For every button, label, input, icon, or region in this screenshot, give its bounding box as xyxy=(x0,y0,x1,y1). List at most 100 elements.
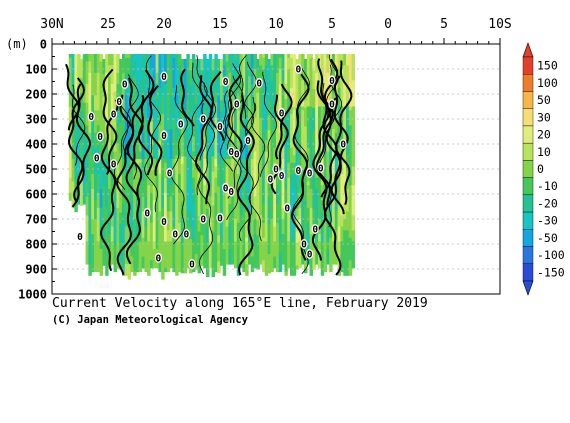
field-cell xyxy=(110,72,115,78)
field-cell xyxy=(99,159,103,164)
field-cell xyxy=(264,264,269,269)
field-cell xyxy=(287,129,291,134)
field-cell xyxy=(248,110,252,115)
field-cell xyxy=(110,102,115,108)
field-cell xyxy=(242,192,246,198)
field-cell xyxy=(68,159,73,164)
field-cell xyxy=(298,245,302,250)
field-cell xyxy=(295,246,299,251)
field-cell xyxy=(94,260,98,265)
field-cell xyxy=(178,155,182,160)
field-cell xyxy=(130,192,134,198)
field-cell xyxy=(161,110,165,115)
field-cell xyxy=(304,66,308,71)
field-cell xyxy=(225,226,229,231)
field-cell xyxy=(122,267,126,273)
field-cell xyxy=(74,166,78,171)
field-cell xyxy=(147,260,151,265)
field-cell xyxy=(228,76,232,81)
field-cell xyxy=(222,267,227,273)
field-cell xyxy=(180,164,185,169)
field-cell xyxy=(122,234,126,239)
field-cell xyxy=(203,245,207,250)
field-cell xyxy=(234,200,238,205)
field-cell xyxy=(85,155,89,160)
field-cell xyxy=(312,194,316,199)
field-cell xyxy=(203,54,207,59)
field-cell xyxy=(203,136,207,141)
field-cell xyxy=(113,121,117,126)
field-cell xyxy=(315,65,319,70)
field-cell xyxy=(264,267,269,273)
field-cell xyxy=(113,61,117,66)
field-cell xyxy=(225,95,229,100)
field-cell xyxy=(192,110,196,115)
field-cell xyxy=(152,237,157,243)
field-cell xyxy=(116,215,120,220)
field-cell xyxy=(262,185,266,190)
field-cell xyxy=(256,239,260,244)
field-cell xyxy=(312,205,316,210)
field-cell xyxy=(192,177,196,183)
field-cell xyxy=(88,249,92,254)
field-cell xyxy=(99,200,103,205)
field-cell xyxy=(189,239,193,244)
field-cell xyxy=(306,222,311,228)
field-cell xyxy=(276,256,280,261)
field-cell xyxy=(192,174,196,179)
field-cell xyxy=(306,155,311,160)
field-cell xyxy=(248,260,252,265)
field-cell xyxy=(231,80,235,85)
field-cell xyxy=(284,177,288,183)
field-cell xyxy=(105,114,109,119)
field-cell xyxy=(155,114,159,119)
field-cell xyxy=(228,222,232,228)
field-cell xyxy=(192,162,196,168)
field-cell xyxy=(242,140,246,145)
field-cell xyxy=(105,249,109,254)
field-cell xyxy=(141,147,145,153)
field-cell xyxy=(228,260,232,265)
field-cell xyxy=(102,74,106,79)
field-cell xyxy=(99,147,103,153)
field-cell xyxy=(231,95,235,100)
field-cell xyxy=(214,166,218,171)
field-cell xyxy=(158,215,162,220)
field-cell xyxy=(85,61,89,66)
field-cell xyxy=(281,256,285,261)
field-cell xyxy=(217,209,221,214)
field-cell xyxy=(71,151,75,156)
field-cell xyxy=(144,114,148,119)
field-cell xyxy=(150,151,154,156)
field-cell xyxy=(152,226,157,231)
field-cell xyxy=(71,174,75,179)
field-cell xyxy=(88,264,92,269)
field-cell xyxy=(175,106,179,111)
field-cell xyxy=(295,134,299,139)
field-cell xyxy=(141,110,145,115)
field-cell xyxy=(183,171,187,176)
field-cell xyxy=(82,192,87,198)
field-cell xyxy=(259,114,263,119)
field-cell xyxy=(306,136,311,141)
field-cell xyxy=(158,264,162,269)
field-cell xyxy=(225,256,229,261)
field-cell xyxy=(166,140,171,145)
field-cell xyxy=(304,111,308,116)
field-cell xyxy=(138,207,143,213)
field-cell xyxy=(175,181,179,186)
field-cell xyxy=(150,177,154,183)
field-cell xyxy=(158,80,162,85)
field-cell xyxy=(315,189,319,194)
field-cell xyxy=(270,234,274,239)
field-cell xyxy=(214,174,218,179)
field-cell xyxy=(144,192,148,198)
field-cell xyxy=(133,159,137,164)
field-cell xyxy=(259,57,263,63)
field-cell xyxy=(309,237,313,243)
field-cell xyxy=(122,125,126,130)
field-cell xyxy=(214,226,218,231)
field-cell xyxy=(281,129,285,134)
field-cell xyxy=(122,99,126,104)
field-cell xyxy=(144,155,148,160)
